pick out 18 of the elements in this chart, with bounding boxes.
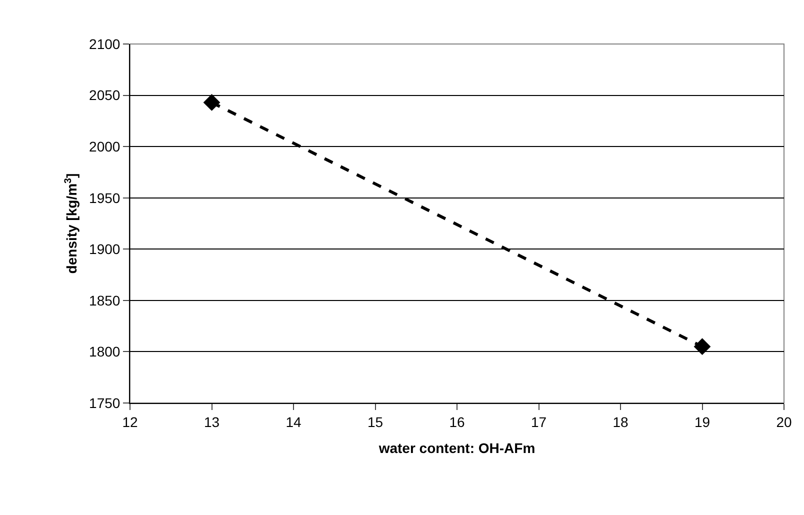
x-tick-label: 15 bbox=[367, 414, 384, 430]
x-tick-label: 13 bbox=[204, 414, 220, 430]
x-axis-title: water content: OH-AFm bbox=[378, 440, 536, 456]
x-tick-label: 20 bbox=[776, 414, 792, 430]
x-tick-label: 16 bbox=[449, 414, 465, 430]
x-tick-label: 18 bbox=[612, 414, 628, 430]
y-tick-label: 1800 bbox=[89, 344, 120, 360]
y-tick-label: 1850 bbox=[89, 292, 120, 308]
x-tick-label: 12 bbox=[122, 414, 138, 430]
x-tick-label: 19 bbox=[694, 414, 710, 430]
y-tick-label: 1950 bbox=[89, 190, 120, 206]
y-tick-label: 1750 bbox=[89, 394, 120, 411]
y-tick-label: 1900 bbox=[89, 241, 120, 258]
y-tick-label: 2000 bbox=[89, 138, 120, 154]
y-tick-label: 2050 bbox=[89, 87, 120, 104]
x-tick-label: 17 bbox=[530, 414, 547, 430]
y-tick-label: 2100 bbox=[89, 36, 120, 52]
x-tick-label: 14 bbox=[286, 414, 302, 430]
